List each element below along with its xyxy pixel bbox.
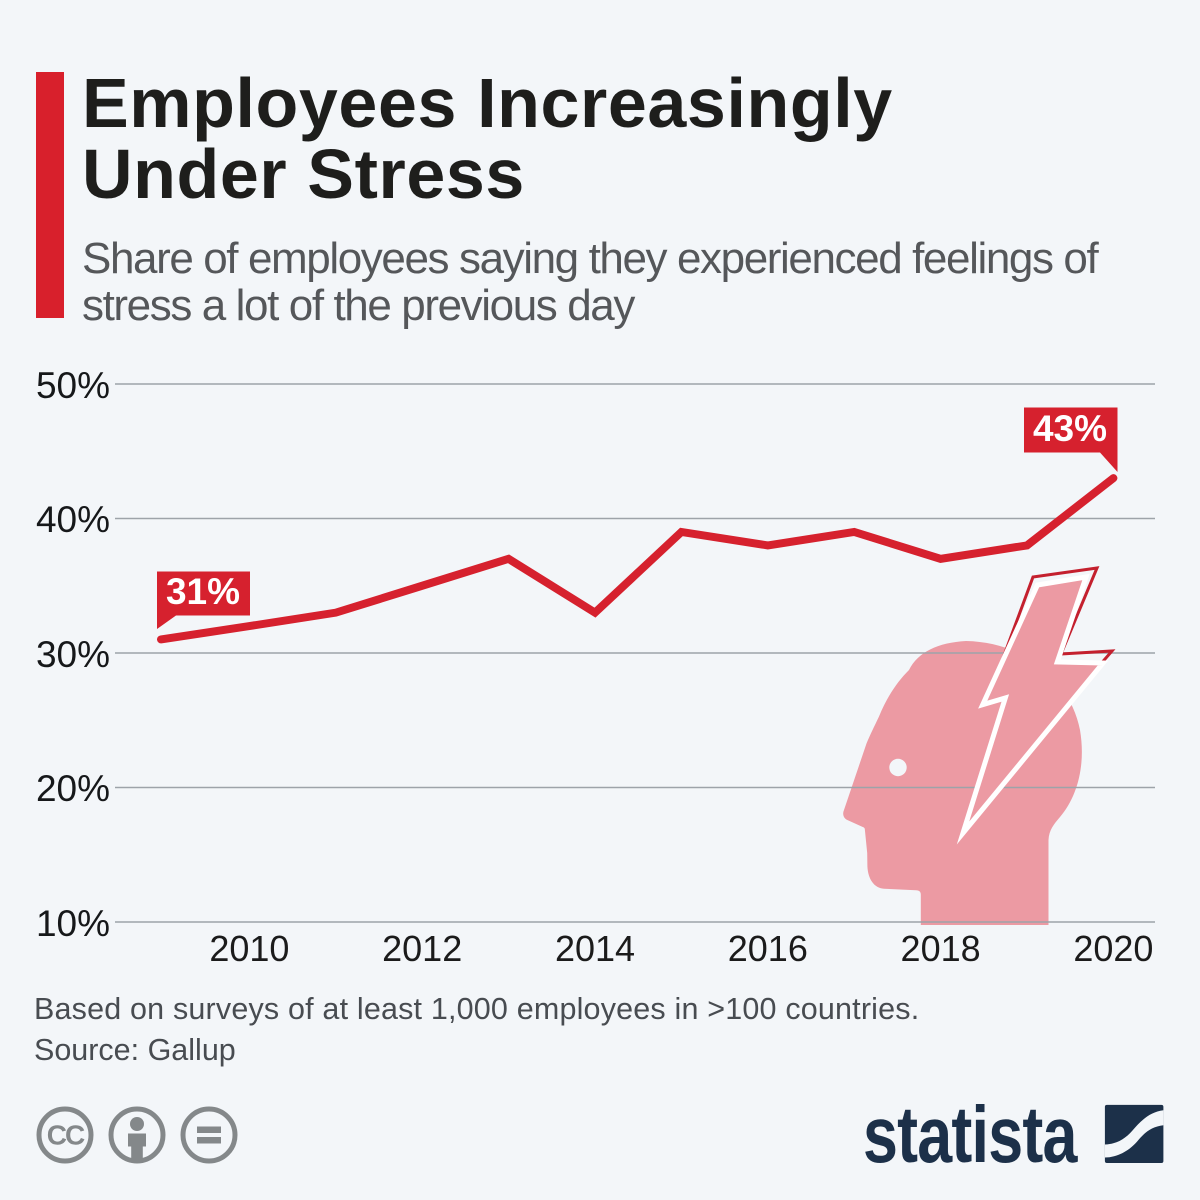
- svg-text:CC: CC: [47, 1120, 85, 1151]
- svg-text:31%: 31%: [166, 571, 240, 612]
- svg-text:43%: 43%: [1033, 408, 1107, 449]
